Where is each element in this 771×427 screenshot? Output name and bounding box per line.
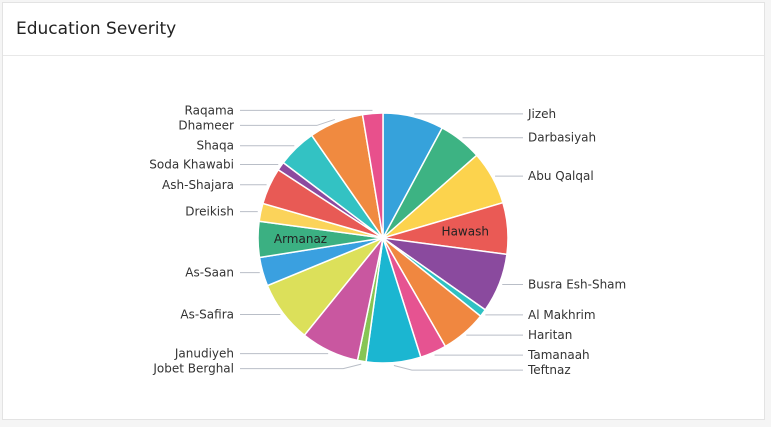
card-title: Education Severity — [16, 19, 177, 39]
pie-slice-raqama[interactable] — [361, 112, 384, 239]
slice-label-janudiyeh: Janudiyeh — [174, 347, 234, 361]
slice-label-as-safira: As-Safira — [180, 308, 234, 322]
slice-label-hawash: Hawash — [442, 225, 489, 239]
slice-label-jizeh: Jizeh — [527, 107, 556, 121]
leader-line-jobet-berghal — [240, 363, 362, 370]
slice-label-haritan: Haritan — [528, 328, 572, 342]
slice-label-dhameer: Dhameer — [178, 118, 234, 132]
slice-label-jobet-berghal: Jobet Berghal — [152, 362, 234, 376]
leader-line-teftnaz — [393, 365, 523, 371]
card-header: Education Severity — [3, 3, 764, 56]
slice-label-busra-esh-sham: Busra Esh-Sham — [528, 277, 626, 291]
slice-label-teftnaz: Teftnaz — [527, 363, 571, 377]
slice-label-as-saan: As-Saan — [185, 266, 234, 280]
leader-line-dhameer — [240, 118, 335, 126]
slice-label-soda-khawabi: Soda Khawabi — [149, 157, 234, 171]
slice-label-shaqa: Shaqa — [196, 139, 234, 153]
slice-label-tamanaah: Tamanaah — [527, 348, 590, 362]
slice-label-armanaz: Armanaz — [274, 232, 327, 246]
slice-label-raqama: Raqama — [185, 103, 234, 117]
slice-label-ash-shajara: Ash-Shajara — [162, 178, 234, 192]
slice-label-abu-qalqal: Abu Qalqal — [528, 169, 594, 183]
slice-label-dreikish: Dreikish — [185, 205, 234, 219]
slice-label-al-makhrim: Al Makhrim — [528, 308, 596, 322]
slice-label-darbasiyah: Darbasiyah — [528, 131, 596, 145]
